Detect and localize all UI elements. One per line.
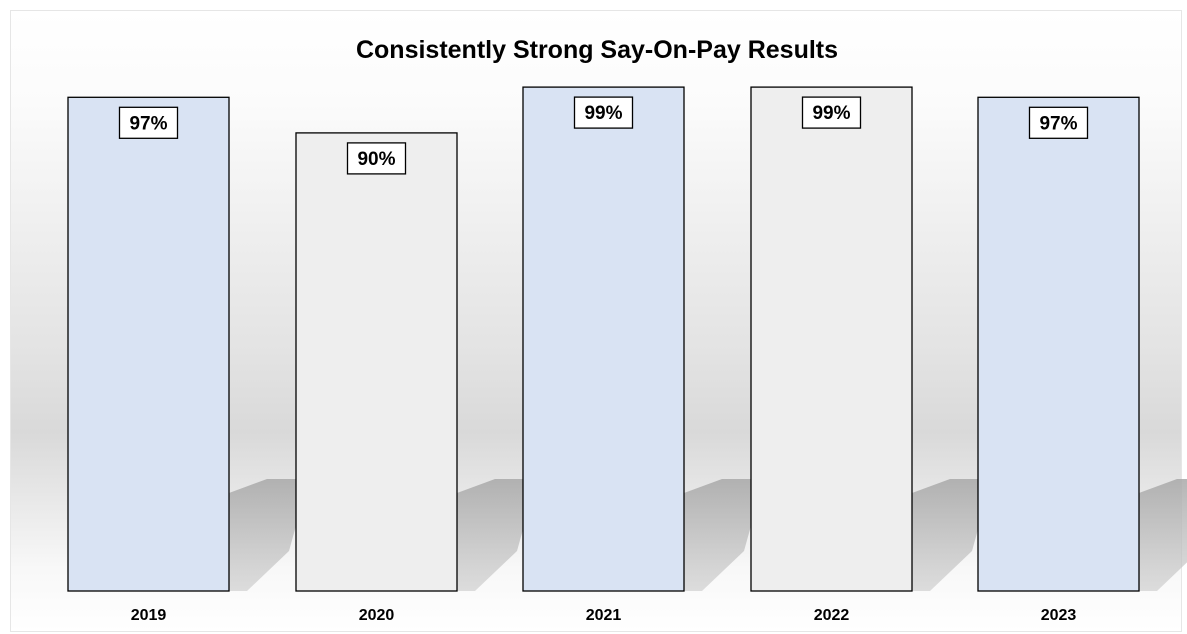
data-label: 99% (812, 103, 850, 124)
bar-shadow (457, 479, 537, 591)
bar-2021 (522, 86, 685, 592)
x-axis-tick-labels: 2019 2020 2021 2022 2023 (131, 607, 1077, 624)
data-label-box (573, 96, 634, 129)
bar-shadow (912, 479, 992, 591)
x-tick-label: 2020 (359, 607, 395, 624)
data-labels: 97% 90% 99% 99% 97% (118, 96, 1089, 175)
bar-2019 (67, 96, 230, 592)
data-label: 97% (1039, 113, 1077, 134)
data-label-box (801, 96, 862, 129)
data-label-box (346, 142, 407, 175)
bar-2022 (750, 86, 913, 592)
bar-shadows (229, 479, 1187, 591)
bar-2023 (977, 96, 1140, 592)
bar-shadow (684, 479, 764, 591)
chart-title: Consistently Strong Say-On-Pay Results (356, 36, 838, 64)
bar-2020 (295, 132, 458, 592)
data-label: 97% (129, 113, 167, 134)
data-label-box (118, 106, 179, 139)
bar-shadow (1139, 479, 1187, 591)
data-label: 90% (357, 149, 395, 170)
data-label: 99% (584, 103, 622, 124)
x-tick-label: 2023 (1041, 607, 1077, 624)
bars (67, 86, 1140, 592)
x-tick-label: 2021 (586, 607, 622, 624)
bar-shadow (229, 479, 309, 591)
x-tick-label: 2019 (131, 607, 167, 624)
x-tick-label: 2022 (814, 607, 850, 624)
data-label-box (1028, 106, 1089, 139)
